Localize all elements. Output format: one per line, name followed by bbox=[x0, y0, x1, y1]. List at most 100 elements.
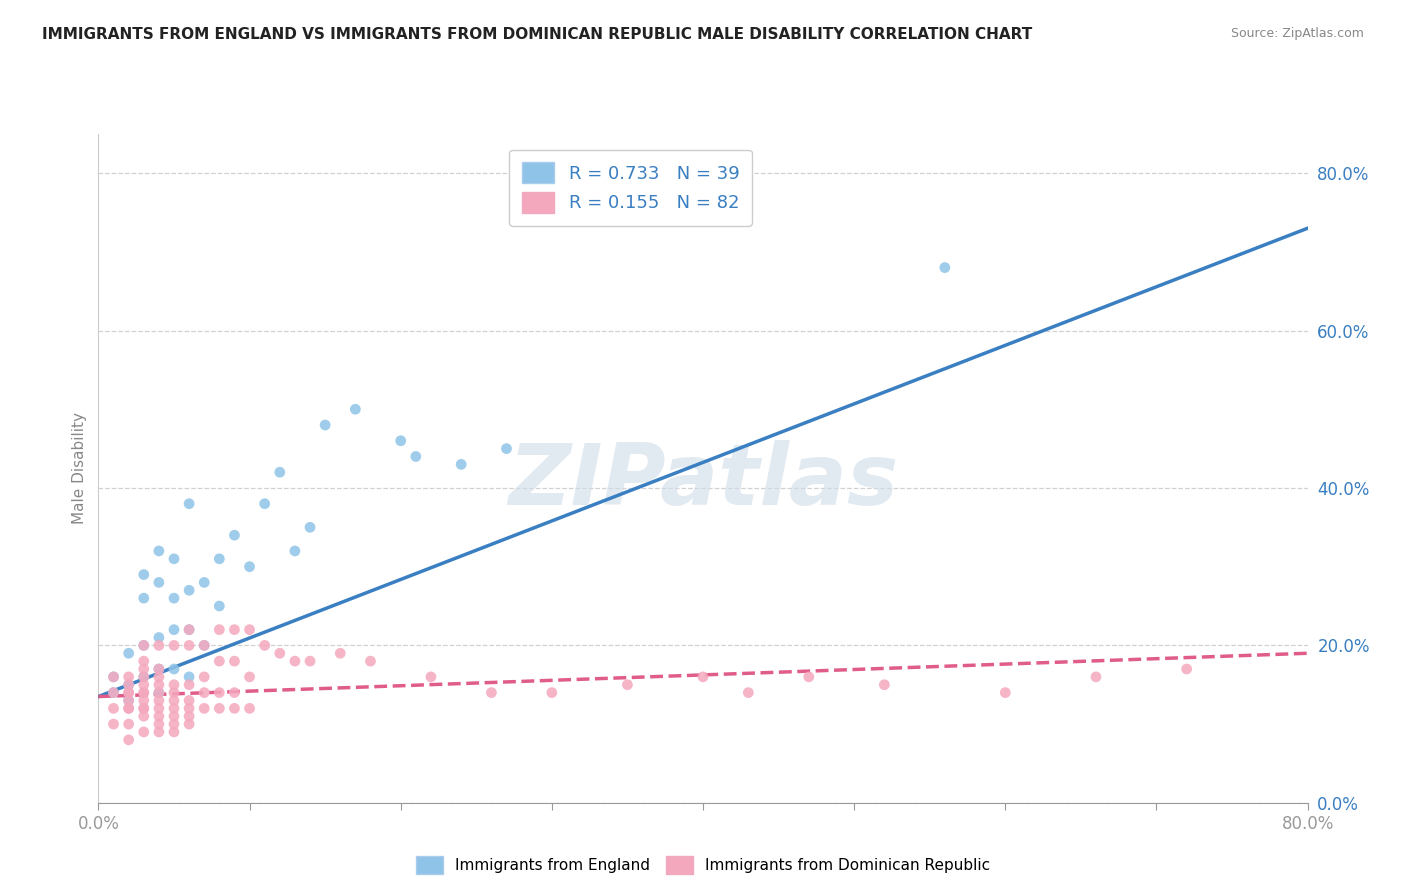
Point bbox=[193, 685, 215, 699]
Point bbox=[797, 670, 820, 684]
Point bbox=[177, 701, 201, 715]
Point bbox=[284, 654, 307, 668]
Point bbox=[253, 497, 276, 511]
Point bbox=[148, 678, 170, 692]
Point bbox=[163, 639, 186, 653]
Point bbox=[481, 685, 503, 699]
Point bbox=[132, 685, 155, 699]
Point bbox=[193, 639, 215, 653]
Point bbox=[269, 465, 291, 479]
Point bbox=[118, 678, 141, 692]
Point bbox=[495, 442, 517, 456]
Point bbox=[148, 575, 170, 590]
Point bbox=[239, 670, 262, 684]
Point bbox=[132, 685, 155, 699]
Point bbox=[118, 670, 141, 684]
Point bbox=[148, 717, 170, 731]
Point bbox=[103, 685, 125, 699]
Point bbox=[163, 701, 186, 715]
Point bbox=[360, 654, 382, 668]
Point bbox=[163, 662, 186, 676]
Point bbox=[103, 685, 125, 699]
Point bbox=[132, 725, 155, 739]
Point bbox=[239, 559, 262, 574]
Point bbox=[118, 685, 141, 699]
Point bbox=[193, 701, 215, 715]
Point bbox=[329, 646, 352, 660]
Point bbox=[1175, 662, 1198, 676]
Point bbox=[177, 623, 201, 637]
Point bbox=[208, 685, 231, 699]
Point bbox=[269, 646, 291, 660]
Point bbox=[148, 544, 170, 558]
Point bbox=[934, 260, 956, 275]
Point bbox=[224, 654, 246, 668]
Point bbox=[132, 709, 155, 723]
Legend: Immigrants from England, Immigrants from Dominican Republic: Immigrants from England, Immigrants from… bbox=[409, 850, 997, 880]
Point bbox=[132, 591, 155, 606]
Point bbox=[193, 639, 215, 653]
Point bbox=[118, 685, 141, 699]
Point bbox=[163, 678, 186, 692]
Point bbox=[163, 725, 186, 739]
Point bbox=[132, 639, 155, 653]
Legend: R = 0.733   N = 39, R = 0.155   N = 82: R = 0.733 N = 39, R = 0.155 N = 82 bbox=[509, 150, 752, 226]
Point bbox=[148, 685, 170, 699]
Point bbox=[132, 701, 155, 715]
Point bbox=[148, 662, 170, 676]
Y-axis label: Male Disability: Male Disability bbox=[72, 412, 87, 524]
Point bbox=[193, 575, 215, 590]
Point bbox=[299, 520, 322, 534]
Point bbox=[118, 646, 141, 660]
Point bbox=[148, 709, 170, 723]
Point bbox=[616, 678, 638, 692]
Point bbox=[148, 693, 170, 707]
Point bbox=[148, 639, 170, 653]
Point bbox=[314, 417, 336, 432]
Point bbox=[177, 709, 201, 723]
Point bbox=[737, 685, 759, 699]
Point bbox=[132, 654, 155, 668]
Point bbox=[692, 670, 714, 684]
Point bbox=[148, 725, 170, 739]
Point bbox=[208, 551, 231, 566]
Point bbox=[208, 701, 231, 715]
Point bbox=[148, 685, 170, 699]
Point bbox=[148, 701, 170, 715]
Point bbox=[132, 670, 155, 684]
Point bbox=[132, 678, 155, 692]
Point bbox=[163, 693, 186, 707]
Point bbox=[118, 717, 141, 731]
Point bbox=[177, 693, 201, 707]
Point bbox=[177, 497, 201, 511]
Point bbox=[163, 591, 186, 606]
Point bbox=[450, 458, 472, 472]
Point bbox=[163, 717, 186, 731]
Point bbox=[132, 701, 155, 715]
Point bbox=[177, 670, 201, 684]
Point bbox=[994, 685, 1017, 699]
Text: Source: ZipAtlas.com: Source: ZipAtlas.com bbox=[1230, 27, 1364, 40]
Point bbox=[103, 670, 125, 684]
Point bbox=[163, 709, 186, 723]
Point bbox=[118, 701, 141, 715]
Point bbox=[177, 717, 201, 731]
Point bbox=[177, 623, 201, 637]
Point bbox=[224, 623, 246, 637]
Point bbox=[148, 662, 170, 676]
Point bbox=[148, 631, 170, 645]
Point bbox=[208, 654, 231, 668]
Point bbox=[1085, 670, 1108, 684]
Point bbox=[208, 599, 231, 613]
Point bbox=[118, 678, 141, 692]
Point bbox=[405, 450, 427, 464]
Point bbox=[103, 701, 125, 715]
Point bbox=[118, 693, 141, 707]
Point bbox=[163, 685, 186, 699]
Point bbox=[208, 623, 231, 637]
Point bbox=[344, 402, 367, 417]
Point bbox=[540, 685, 562, 699]
Point bbox=[224, 528, 246, 542]
Point bbox=[177, 678, 201, 692]
Text: IMMIGRANTS FROM ENGLAND VS IMMIGRANTS FROM DOMINICAN REPUBLIC MALE DISABILITY CO: IMMIGRANTS FROM ENGLAND VS IMMIGRANTS FR… bbox=[42, 27, 1032, 42]
